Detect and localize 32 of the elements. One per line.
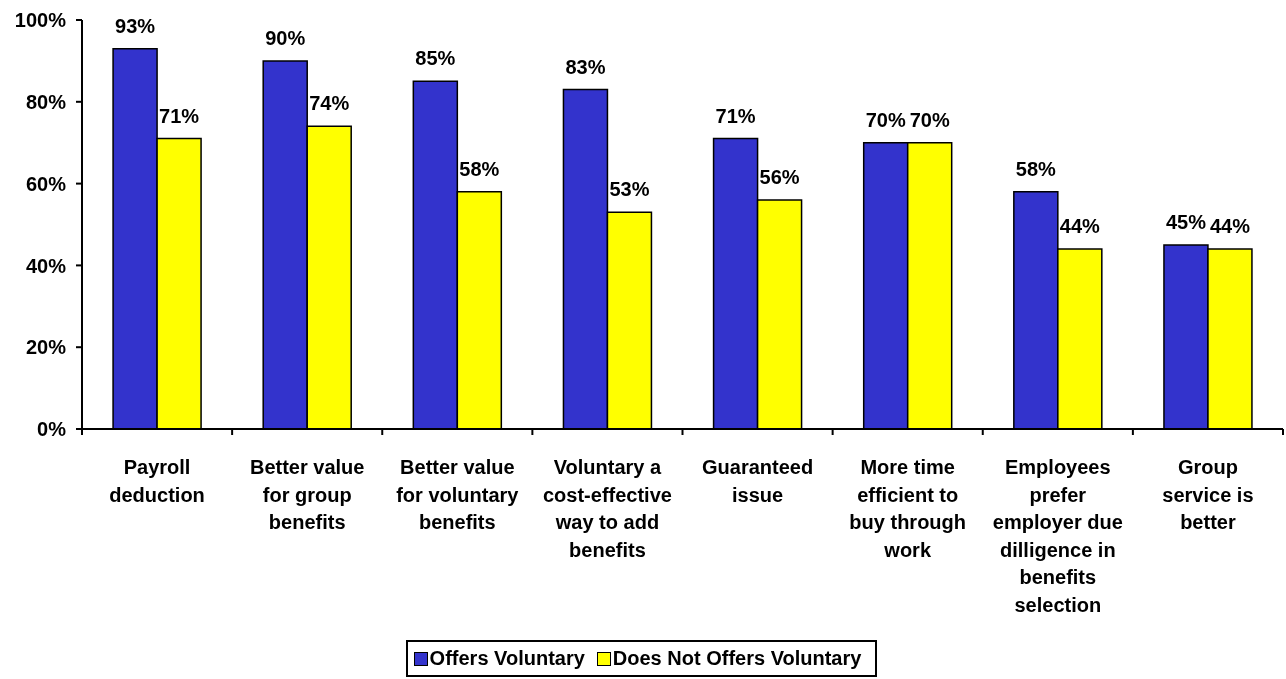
data-label: 90%: [265, 26, 306, 49]
y-tick-label: 40%: [25, 254, 67, 277]
data-label: 74%: [309, 92, 350, 115]
data-label: 71%: [715, 104, 756, 127]
x-tick-label: Employees prefer employer due dilligence in benefits selection: [992, 456, 1123, 616]
x-tick-label: Payroll deduction: [109, 456, 205, 506]
data-label: 58%: [459, 157, 500, 180]
y-tick-label: 80%: [25, 90, 67, 113]
data-label: 44%: [1209, 215, 1251, 238]
data-label: 71%: [159, 104, 200, 127]
data-label: 44%: [1059, 215, 1101, 238]
data-label: 83%: [565, 55, 606, 78]
legend-label: Does Not Offers Voluntary: [612, 647, 862, 670]
x-tick-label: Group service is better: [1162, 456, 1254, 533]
data-label: 53%: [609, 178, 650, 201]
data-label: 93%: [115, 14, 156, 37]
y-tick-label: 60%: [25, 172, 67, 195]
data-label: 70%: [865, 108, 906, 131]
data-label: 85%: [415, 47, 456, 70]
data-label: 58%: [1015, 157, 1057, 180]
data-label: 70%: [909, 108, 950, 131]
x-tick-label: Better value for voluntary benefits: [396, 456, 520, 533]
x-tick-label: More time efficient to buy through work: [849, 456, 967, 561]
data-label: 56%: [759, 165, 800, 188]
x-tick-label: Guaranteed issue: [701, 456, 814, 506]
x-tick-label: Voluntary a cost-effective way to add benefits: [542, 456, 672, 561]
legend-label: Offers Voluntary: [429, 647, 585, 670]
y-tick-label: 100%: [14, 9, 67, 32]
x-tick-label: Better value for group benefits: [249, 456, 365, 533]
y-tick-label: 0%: [37, 418, 67, 441]
y-tick-label: 20%: [25, 336, 67, 359]
data-label: 45%: [1165, 210, 1207, 233]
